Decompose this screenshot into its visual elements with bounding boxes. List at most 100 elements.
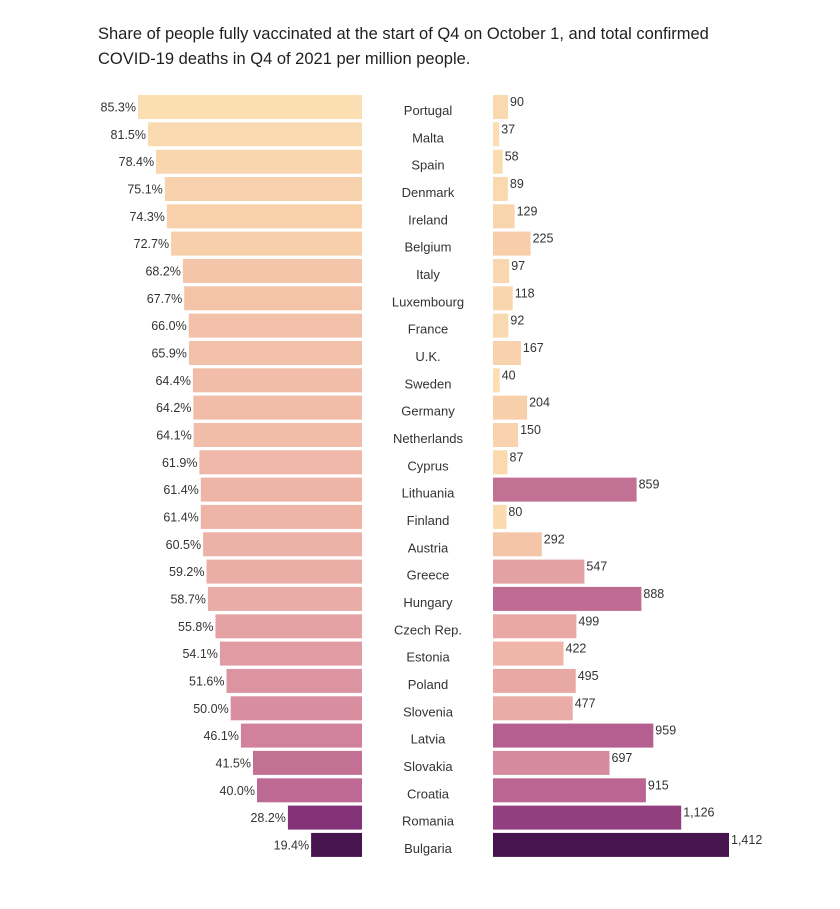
deaths-label-bulgaria: 1,412 [731, 833, 762, 847]
deaths-label-slovakia: 697 [612, 751, 633, 765]
country-label-u-k: U.K. [415, 349, 440, 364]
vaccination-label-germany: 64.2% [156, 401, 191, 415]
deaths-bar-cyprus [493, 450, 508, 475]
vaccination-bar-netherlands [193, 423, 362, 447]
country-label-slovenia: Slovenia [403, 704, 454, 719]
country-label-ireland: Ireland [408, 212, 448, 227]
vaccination-bar-czech-rep [215, 614, 362, 639]
deaths-label-sweden: 40 [502, 368, 516, 382]
country-label-lithuania: Lithuania [402, 486, 456, 501]
country-label-sweden: Sweden [405, 376, 452, 391]
country-label-hungary: Hungary [403, 595, 453, 610]
country-label-greece: Greece [407, 568, 450, 583]
vaccination-bar-portugal [138, 95, 362, 119]
vaccination-bar-malta [148, 122, 362, 147]
country-label-denmark: Denmark [402, 185, 455, 200]
deaths-bar-france [493, 313, 509, 338]
vaccination-bar-romania [287, 805, 362, 830]
vaccination-label-luxembourg: 67.7% [147, 292, 182, 306]
deaths-bar-netherlands [493, 423, 519, 447]
deaths-bar-italy [493, 259, 510, 283]
deaths-bar-hungary [493, 586, 642, 611]
vaccination-label-finland: 61.4% [163, 511, 198, 525]
vaccination-bar-slovenia [230, 696, 362, 721]
vaccination-label-estonia: 54.1% [182, 647, 217, 661]
deaths-bar-slovenia [493, 696, 573, 721]
country-label-portugal: Portugal [404, 103, 453, 118]
vaccination-label-poland: 51.6% [189, 674, 224, 688]
vaccination-label-u-k: 65.9% [151, 347, 186, 361]
country-label-romania: Romania [402, 814, 455, 829]
vaccination-label-denmark: 75.1% [127, 183, 162, 197]
deaths-label-spain: 58 [505, 150, 519, 164]
deaths-label-malta: 37 [501, 122, 515, 136]
deaths-label-greece: 547 [586, 560, 607, 574]
vaccination-label-italy: 68.2% [145, 265, 180, 279]
vaccination-label-croatia: 40.0% [220, 784, 255, 798]
country-label-poland: Poland [408, 677, 448, 692]
deaths-label-cyprus: 87 [510, 450, 524, 464]
deaths-bar-belgium [493, 231, 531, 256]
country-label-czech-rep: Czech Rep. [394, 622, 462, 637]
vaccination-label-ireland: 74.3% [129, 210, 164, 224]
vaccination-bar-france [188, 313, 362, 338]
country-label-netherlands: Netherlands [393, 431, 464, 446]
vaccination-bar-croatia [257, 778, 362, 803]
country-label-spain: Spain [411, 158, 444, 173]
country-label-cyprus: Cyprus [407, 458, 449, 473]
country-label-belgium: Belgium [405, 240, 452, 255]
deaths-label-france: 92 [510, 314, 524, 328]
country-label-croatia: Croatia [407, 786, 450, 801]
country-label-italy: Italy [416, 267, 440, 282]
vaccination-bar-finland [200, 504, 362, 529]
vaccination-label-spain: 78.4% [119, 155, 154, 169]
vaccination-label-sweden: 64.4% [155, 374, 190, 388]
country-label-austria: Austria [408, 540, 449, 555]
vaccination-bar-luxembourg [184, 286, 362, 311]
vaccination-bar-denmark [164, 177, 362, 201]
vaccination-label-portugal: 85.3% [101, 101, 136, 115]
deaths-bar-denmark [493, 177, 508, 201]
vaccination-bar-greece [206, 559, 362, 584]
deaths-label-netherlands: 150 [520, 423, 541, 437]
vaccination-bar-austria [203, 532, 362, 557]
deaths-bar-malta [493, 122, 500, 147]
deaths-bars [493, 95, 729, 857]
deaths-label-portugal: 90 [510, 95, 524, 109]
deaths-label-finland: 80 [508, 505, 522, 519]
vaccination-bar-ireland [166, 204, 362, 229]
deaths-bar-czech-rep [493, 614, 577, 639]
vaccination-label-france: 66.0% [151, 319, 186, 333]
vaccination-label-latvia: 46.1% [203, 729, 238, 743]
deaths-bar-portugal [493, 95, 508, 119]
deaths-label-denmark: 89 [510, 177, 524, 191]
vaccination-bar-cyprus [199, 450, 362, 475]
vaccination-label-austria: 60.5% [166, 538, 201, 552]
vaccination-bar-sweden [192, 368, 362, 393]
deaths-bar-germany [493, 395, 528, 420]
country-label-finland: Finland [407, 513, 450, 528]
country-label-bulgaria: Bulgaria [404, 841, 452, 856]
vaccination-label-slovakia: 41.5% [216, 756, 251, 770]
vaccination-label-czech-rep: 55.8% [178, 620, 213, 634]
country-label-slovakia: Slovakia [403, 759, 453, 774]
country-label-latvia: Latvia [411, 732, 446, 747]
deaths-bar-romania [493, 805, 682, 830]
deaths-bar-greece [493, 559, 585, 584]
vaccination-label-belgium: 72.7% [134, 237, 169, 251]
deaths-bar-croatia [493, 778, 646, 803]
deaths-label-luxembourg: 118 [515, 286, 535, 300]
vaccination-bar-lithuania [200, 477, 362, 502]
deaths-bar-latvia [493, 723, 654, 748]
deaths-label-hungary: 888 [643, 587, 664, 601]
deaths-bar-luxembourg [493, 286, 513, 311]
vaccination-bar-poland [226, 668, 362, 693]
country-label-germany: Germany [401, 404, 455, 419]
deaths-label-italy: 97 [511, 259, 525, 273]
deaths-bar-slovakia [493, 750, 610, 775]
deaths-label-slovenia: 477 [575, 696, 596, 710]
country-label-france: France [408, 322, 448, 337]
deaths-label-germany: 204 [529, 396, 550, 410]
deaths-labels: 90 37 58 89 129 225 97 118 92 167 40 204 150 87 859 80 2… [501, 95, 762, 847]
deaths-bar-bulgaria [493, 832, 729, 857]
